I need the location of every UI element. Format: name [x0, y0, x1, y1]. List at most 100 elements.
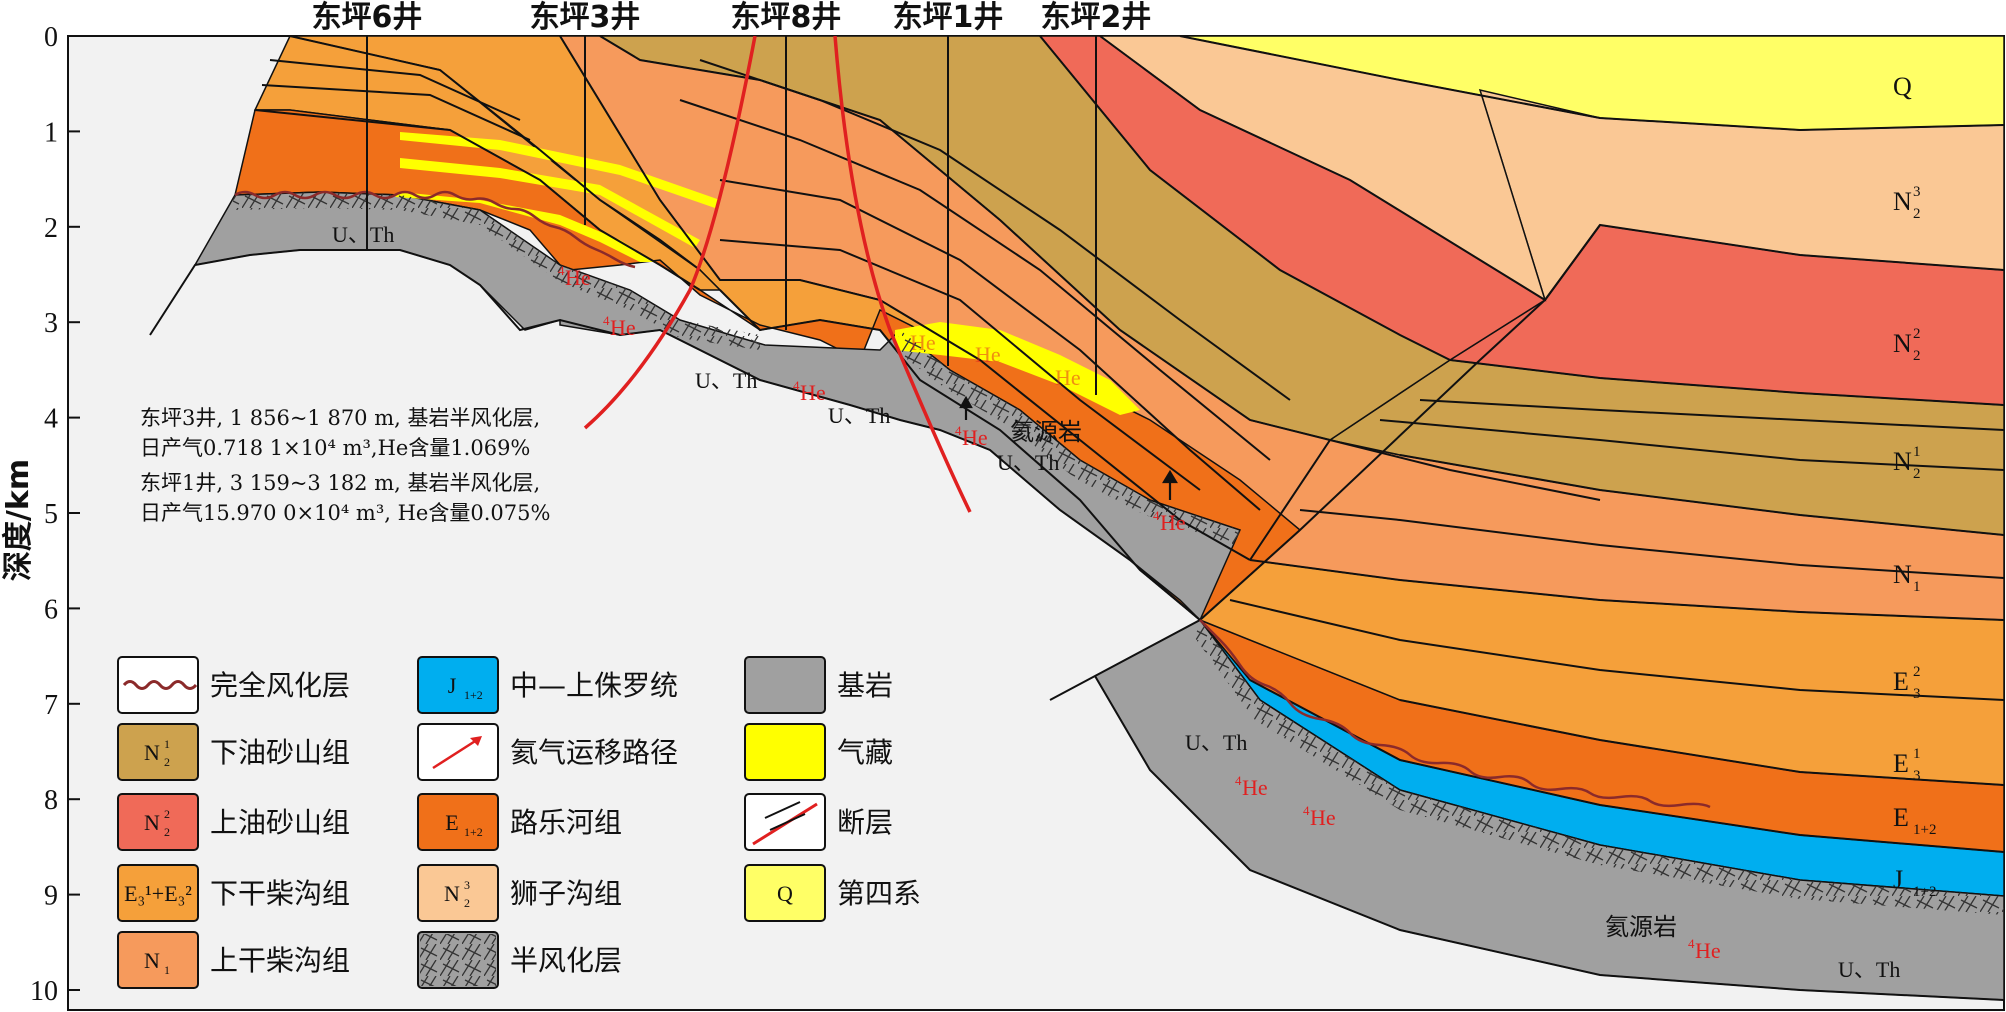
legend-item: N 2 2 上油砂山组 — [117, 793, 350, 851]
legend-swatch — [417, 656, 499, 714]
strata-label-main: E — [1893, 803, 1909, 832]
legend-label: 上油砂山组 — [210, 806, 350, 839]
helium-symbol: He — [610, 315, 636, 340]
depth-tick-label: 9 — [44, 881, 58, 912]
legend-item: N 1 2 下油砂山组 — [117, 723, 350, 781]
strata-label-sup: 2 — [1913, 326, 1921, 342]
legend-label: 第四系 — [837, 877, 921, 910]
uth-label: U、Th — [332, 222, 394, 247]
strata-label-main: N — [1893, 560, 1912, 589]
faults — [583, 36, 972, 513]
strata-label-sup: 1 — [1913, 444, 1921, 460]
annotation-line: 东坪1井, 3 159~3 182 m, 基岩半风化层, — [140, 471, 540, 495]
depth-tick-label: 6 — [44, 594, 58, 625]
arrow-icon — [432, 736, 481, 770]
fault-arrows-icon — [764, 801, 806, 831]
strata-label-main: N — [1893, 329, 1912, 358]
strata-label: E 2 3 — [1893, 664, 1921, 702]
legend-swatch — [744, 723, 826, 781]
legend-item: 完全风化层 — [117, 656, 350, 714]
legend-swatch — [117, 793, 199, 851]
legend-label: 氦气运移路径 — [510, 736, 678, 769]
helium-4-label: 4 He — [1303, 803, 1336, 830]
uth-label: U、Th — [695, 368, 757, 393]
semi-weathered-zone-west — [230, 192, 760, 350]
helium-symbol: He — [565, 265, 591, 290]
gas-lens-2 — [400, 158, 700, 248]
well-lines — [366, 36, 1097, 395]
helium-4-label: 4 He — [955, 423, 988, 450]
strata-label-sub: 1 — [1913, 579, 1921, 595]
rock-labels: U、Th U、Th U、Th U、Th U、Th U、Th 氦源岩 氦源岩 — [332, 222, 1900, 982]
legend-code-sub: 2 — [464, 896, 470, 910]
gas-reservoir-dp3 — [395, 192, 655, 262]
strata-label-main: E — [1893, 667, 1909, 696]
legend-item: 基岩 — [744, 656, 893, 714]
legend-code: N — [144, 740, 160, 765]
helium-symbol: He — [800, 380, 826, 405]
strata-label-sub: 3 — [1913, 768, 1921, 784]
legend-item: J 1+2 中—上侏罗统 — [417, 656, 678, 714]
semi-weathered-zone-east — [1195, 620, 2004, 915]
helium-mass-number: 4 — [1303, 803, 1310, 818]
legend-label: 下干柴沟组 — [210, 877, 350, 910]
helium-symbol: He — [1695, 938, 1721, 963]
strata-label-sup: 1 — [1913, 746, 1921, 762]
legend-item: E 1+2 路乐河组 — [417, 793, 622, 851]
legend-code-sub: 2 — [164, 825, 170, 839]
legend-code-sup: 2 — [164, 807, 170, 821]
fully-weathered-line-west — [234, 190, 636, 269]
legend-label: 完全风化层 — [210, 669, 350, 702]
legend-item: 断层 — [744, 793, 893, 851]
strata-label: E 1+2 — [1893, 803, 1936, 838]
strata-label-sub: 2 — [1913, 466, 1921, 482]
semi-weathered-zone-dp1 — [895, 330, 1240, 545]
helium-4-label: 4 He — [558, 263, 591, 290]
depth-tick-label: 8 — [44, 785, 58, 816]
strata-label: N 3 2 — [1893, 184, 1921, 222]
helium-mass-number: 4 — [793, 378, 800, 393]
helium-mass-number: 4 — [955, 423, 962, 438]
legend-label: 断层 — [837, 806, 893, 839]
helium-symbol: He — [975, 342, 1001, 367]
legend-item: N 3 2 狮子沟组 — [417, 864, 622, 922]
depth-tick-label: 1 — [44, 117, 58, 148]
strata-label-main: Q — [1893, 72, 1912, 101]
helium-symbol: He — [1055, 365, 1081, 390]
strata-label-main: N — [1893, 447, 1912, 476]
annotation-line: 日产气0.718 1×10⁴ m³,He含量1.069% — [140, 436, 530, 460]
legend-item: 氦气运移路径 — [417, 723, 678, 781]
basement-outlines — [149, 224, 2004, 1001]
well-annotations: 东坪3井, 1 856~1 870 m, 基岩半风化层, 日产气0.718 1×… — [140, 406, 550, 525]
legend-label: 路乐河组 — [510, 806, 622, 839]
legend-label: 狮子沟组 — [510, 877, 622, 910]
helium-symbol: He — [910, 330, 936, 355]
strata-boundaries — [254, 36, 2004, 853]
strata-label: N 1 2 — [1893, 444, 1921, 482]
strata-label-main: E — [1893, 749, 1909, 778]
well-label-dp6: 东坪6井 — [312, 0, 423, 35]
helium-symbol: He — [1310, 805, 1336, 830]
legend-code-sub: 1+2 — [464, 825, 483, 839]
strata-label: E 1 3 — [1893, 746, 1921, 784]
annotation-line: 日产气15.970 0×10⁴ m³, He含量0.075% — [140, 501, 550, 525]
well-label-dp3: 东坪3井 — [530, 0, 641, 35]
arrowhead-icon — [470, 736, 482, 746]
strata-label-sup: 3 — [1913, 184, 1921, 200]
uth-label: U、Th — [1838, 957, 1900, 982]
legend-code-sub: 2 — [164, 755, 170, 769]
legend-code-sub: 1+2 — [464, 688, 483, 702]
helium-4-label: 4 He — [603, 313, 636, 340]
migration-arrows — [959, 395, 1178, 500]
legend-code: J — [448, 673, 457, 698]
gas-lens-1 — [400, 132, 720, 208]
helium-mass-number: 4 — [1153, 508, 1160, 523]
well-label-dp8: 东坪8井 — [731, 0, 842, 35]
legend-code: N — [144, 948, 160, 973]
legend-item: Q 第四系 — [744, 864, 921, 922]
depth-tick-label: 2 — [44, 213, 58, 244]
